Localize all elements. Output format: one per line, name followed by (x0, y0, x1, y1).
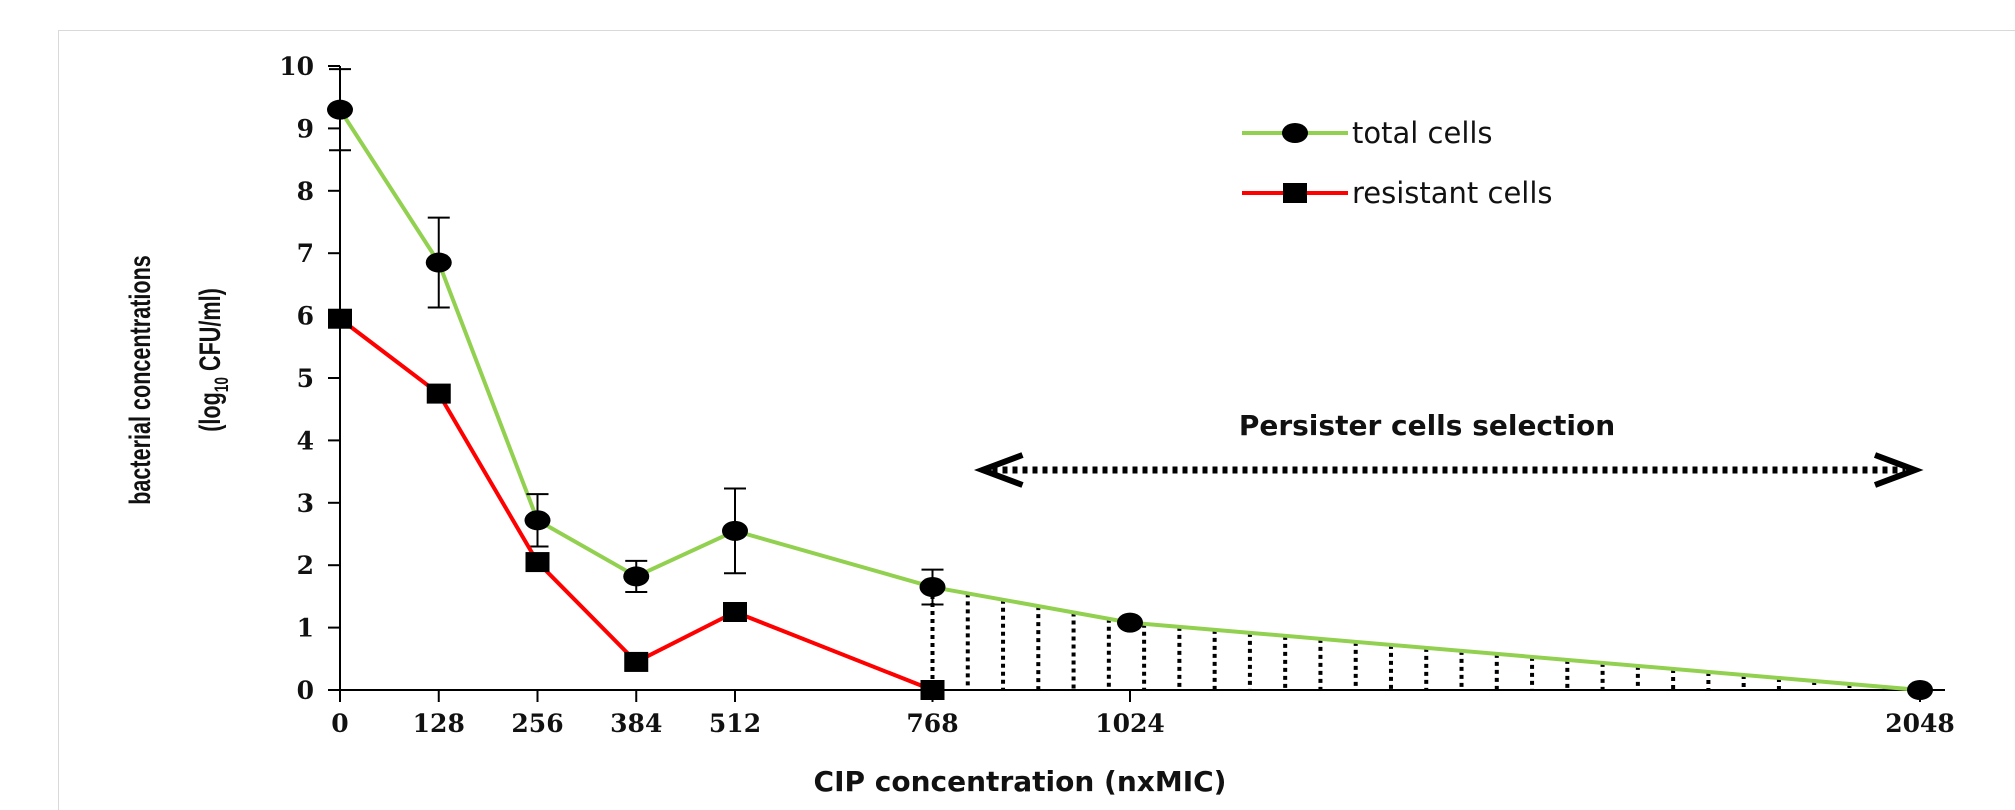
y-tick-label: 2 (297, 551, 314, 580)
data-point (327, 99, 353, 120)
series-resistant-cells (328, 308, 945, 700)
series-line (338, 108, 1921, 692)
y-tick-label: 10 (279, 52, 314, 81)
y-tick-label: 4 (297, 426, 314, 455)
y-tick-label: 1 (297, 614, 314, 643)
y-tick-label: 0 (297, 676, 314, 705)
legend-label: total cells (1352, 116, 1493, 150)
data-point (1117, 612, 1143, 633)
x-axis-title: CIP concentration (nxMIC) (814, 765, 1227, 798)
y-tick-label: 5 (297, 364, 314, 393)
x-tick-label: 384 (610, 709, 662, 738)
series-total-cells (327, 68, 1933, 700)
x-tick-label: 1024 (1095, 709, 1165, 738)
x-tick-label: 0 (331, 709, 348, 738)
data-point (426, 383, 451, 404)
y-axis-title-line2: (log10 CFU/ml) (192, 288, 232, 432)
data-point (624, 651, 649, 672)
y-tick-label: 8 (297, 177, 314, 206)
persister-annotation: Persister cells selection (973, 409, 1924, 488)
legend-marker (1283, 183, 1307, 203)
arrow-head-right (1873, 452, 1924, 488)
x-tick-label: 128 (413, 709, 465, 738)
series-line (338, 317, 934, 692)
x-tick-label: 256 (511, 709, 563, 738)
x-tick-label: 768 (906, 709, 958, 738)
persister-double-arrow (973, 452, 1924, 488)
y-tick-label: 3 (297, 489, 314, 518)
legend-label: resistant cells (1352, 176, 1553, 210)
data-point (920, 680, 945, 700)
data-point (623, 566, 650, 587)
data-point (525, 552, 550, 573)
data-point (722, 520, 748, 541)
persister-region-hatching (930, 587, 1887, 690)
axes: 0 1 2 3 4 5 6 7 8 9 10 0 128 256 384 512 768 1024 2048 (279, 52, 1955, 738)
y-axis-title: bacterial concentrations (log10 CFU/ml) (122, 255, 232, 505)
y-tick-label: 9 (297, 114, 314, 143)
legend: total cells resistant cells (1242, 116, 1553, 210)
data-point (1907, 680, 1933, 700)
x-tick-label: 512 (709, 709, 761, 738)
y-tick-label: 7 (297, 239, 314, 268)
arrow-head-left (973, 452, 1024, 488)
y-tick-label: 6 (297, 302, 314, 331)
data-point (919, 577, 946, 598)
legend-marker (1282, 123, 1308, 143)
data-point (524, 510, 551, 531)
data-point (328, 308, 352, 329)
y-axis-title-line1: bacterial concentrations (122, 255, 156, 505)
data-point (425, 252, 452, 273)
series-layer (327, 68, 1933, 700)
x-tick-label: 2048 (1885, 709, 1955, 738)
persister-annotation-label: Persister cells selection (1239, 409, 1615, 442)
data-point (723, 602, 747, 622)
